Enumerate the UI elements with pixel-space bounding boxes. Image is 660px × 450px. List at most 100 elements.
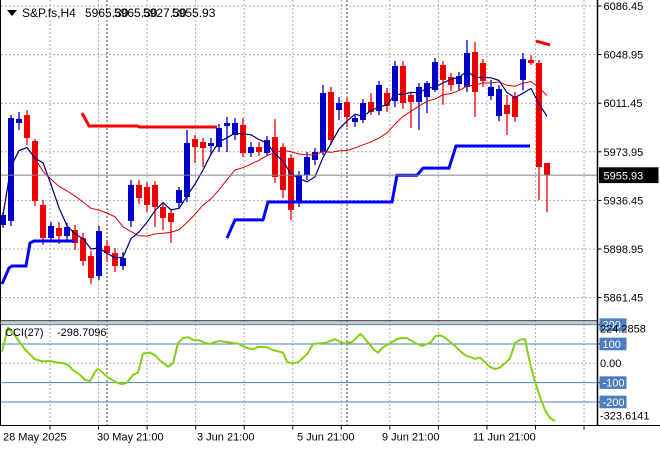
cci-level-label: 100 [603,339,621,351]
candle-body [112,253,118,267]
moving-averages-layer [1,70,597,259]
candle-body [216,128,222,148]
candle-body [64,227,70,236]
candle-body [80,238,86,261]
x-axis-label: 28 May 2025 [3,432,67,444]
candle-body [16,118,22,123]
candle-body [400,65,406,104]
y-axis-label: 5861.45 [604,293,644,305]
candle-body [40,205,46,239]
candle-body [496,89,502,116]
candle-body [48,225,54,239]
candles-layer [0,40,550,285]
candle-body [288,157,294,211]
resistance-step-line [535,39,551,47]
cci-level-box [599,376,627,389]
current-price-label: 5955.93 [604,171,644,183]
candle-body [424,83,430,98]
candle-body [88,256,94,278]
current-price-box [599,167,659,184]
candle-body [232,122,238,136]
candle-body [352,118,358,123]
candle-body [520,59,526,80]
candle-body [192,139,198,148]
candle-body [504,104,510,115]
axis-labels-layer: 6086.45 6048.95 6011.45 5973.95 5936.45 5898.… [3,1,650,444]
candle-body [176,189,182,203]
candle-body [392,65,398,102]
candle-body [144,186,150,206]
resistance-step-line [80,112,217,129]
candle-body [472,51,478,92]
x-axis-label: 30 May 21:00 [97,432,164,444]
cci-level-label: -200 [603,397,625,409]
candle-body [456,76,462,84]
candle-body [240,125,246,154]
candle-body [328,91,334,141]
cci-line-layer [1,326,556,422]
x-axis-label: 9 Jun 21:00 [382,432,440,444]
candle-body [136,184,142,199]
support-step-line [1,239,75,285]
candle-body [184,143,190,197]
candle-body [0,214,6,225]
symbol-period-label: S&P.fs,H4 [22,6,76,20]
candle-body [448,76,454,85]
candle-body [368,101,374,112]
candle-body [312,151,318,161]
candle-body [128,184,134,221]
y-axis-label: 5973.95 [604,147,644,159]
candle-body [320,93,326,152]
candle-body [336,103,342,111]
y-axis-label: 5898.95 [604,244,644,256]
candle-body [256,147,262,152]
candle-body [488,86,494,97]
y-axis-label: 6086.45 [604,1,644,13]
indicator-levels-layer [1,324,597,403]
y-axis-label: 5936.45 [604,195,644,207]
candle-body [72,230,78,243]
candle-body [200,142,206,148]
candle-body [344,101,350,118]
candle-body [360,103,366,120]
ohlc-low-value: 5927.30 [143,6,187,20]
ma-fast-line [2,70,548,259]
candle-body [432,62,438,91]
candle-body [224,122,230,126]
symbol-dropdown-triangle-icon[interactable] [7,10,17,16]
candle-body [376,84,382,112]
candle-body [120,258,126,267]
cci-min-label: -323.6141 [600,411,650,423]
x-axis-label: 5 Jun 21:00 [297,432,355,444]
y-axis-label: 6011.45 [604,98,643,110]
candle-body [24,115,30,138]
ohlc-close-value: 5955.93 [172,6,216,20]
candle-body [104,246,110,254]
candle-body [440,65,446,80]
candle-body [208,143,214,147]
cci-level-box [599,337,627,351]
candle-body [32,140,38,201]
candle-body [248,147,254,154]
candle-body [152,184,158,207]
candle-body [168,213,174,222]
candle-body [56,227,62,236]
candle-body [408,94,414,102]
cci-max-label: 224.2858 [600,324,646,336]
candle-body [96,231,102,277]
candle-body [280,147,286,190]
borders-layer [0,0,660,426]
cci-indicator-label: CCI(27) [5,327,44,339]
candle-body [160,206,166,218]
candle-body [464,52,470,87]
ma-slow-line [2,80,548,237]
candle-body [528,59,534,63]
candle-body [272,137,278,178]
cci-level-box [599,318,627,331]
candle-body [264,140,270,154]
cci-level-box [599,395,627,409]
cci-level-label: 200 [603,320,621,332]
candle-body [416,86,422,102]
